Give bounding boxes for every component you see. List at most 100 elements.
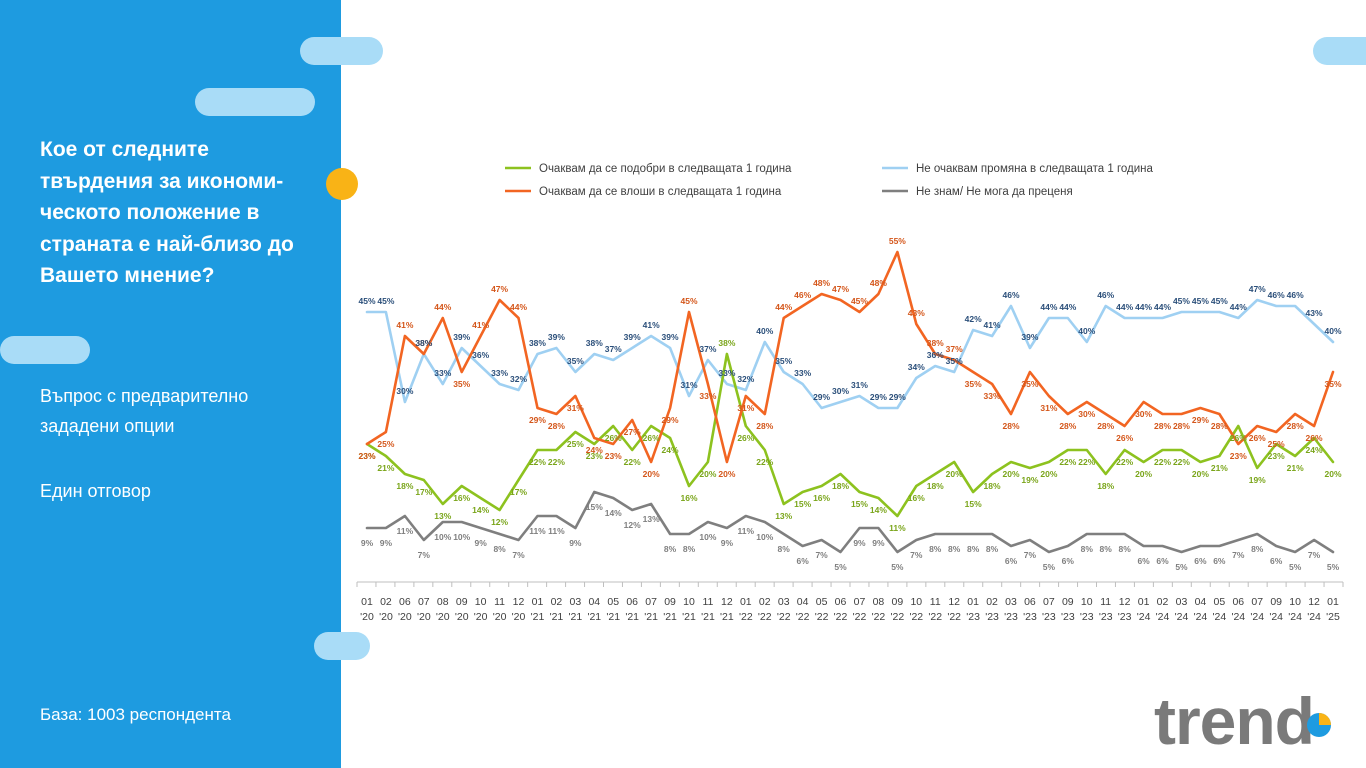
x-tick-label-year: '21 [701,611,715,623]
x-tick-label: 12 [948,596,960,608]
dontknow-value-label: 12% [624,520,641,530]
x-tick-label-year: '21 [531,611,545,623]
x-tick-label: 06 [1024,596,1036,608]
nochange-value-label: 35% [775,356,792,366]
dontknow-value-label: 15% [586,502,603,512]
improve-value-label: 15% [965,499,982,509]
nochange-value-label: 32% [737,374,754,384]
x-tick-label-year: '23 [1042,611,1056,623]
worse-value-label: 23% [605,451,622,461]
dontknow-value-label: 6% [1156,556,1169,566]
nochange-value-label: 45% [358,296,375,306]
worse-value-label: 28% [1173,421,1190,431]
dontknow-value-label: 8% [683,544,696,554]
x-tick-label: 12 [1308,596,1320,608]
worse-value-label: 41% [472,320,489,330]
improve-value-label: 24% [662,445,679,455]
x-tick-label-year: '21 [569,611,583,623]
nochange-value-label: 39% [1021,332,1038,342]
x-tick-label-year: '20 [474,611,488,623]
worse-value-label: 28% [1002,421,1019,431]
x-tick-label-year: '21 [606,611,620,623]
dontknow-value-label: 9% [474,538,487,548]
x-tick-label: 07 [418,596,430,608]
x-tick-label-year: '24 [1137,611,1151,623]
worse-value-label: 48% [870,278,887,288]
x-tick-label-year: '20 [512,611,526,623]
dontknow-value-label: 8% [986,544,999,554]
improve-value-label: 26% [1230,433,1247,443]
x-tick-label-year: '22 [796,611,810,623]
improve-value-label: 26% [737,433,754,443]
nochange-value-label: 45% [1211,296,1228,306]
x-tick-label: 07 [1043,596,1055,608]
dontknow-value-label: 6% [1194,556,1207,566]
worse-value-label: 25% [1268,439,1285,449]
dontknow-value-label: 8% [664,544,677,554]
x-tick-label: 08 [873,596,885,608]
improve-value-label: 22% [529,457,546,467]
nochange-value-label: 42% [965,314,982,324]
worse-value-label: 35% [1021,379,1038,389]
dontknow-value-label: 9% [872,538,885,548]
improve-value-label: 21% [1287,463,1304,473]
x-tick-label-year: '23 [1080,611,1094,623]
dontknow-value-label: 8% [1251,544,1264,554]
dontknow-value-label: 14% [605,508,622,518]
nochange-value-label: 35% [946,356,963,366]
nochange-value-label: 33% [491,368,508,378]
x-tick-label: 09 [664,596,676,608]
nochange-value-label: 29% [813,392,830,402]
x-tick-label-year: '20 [455,611,469,623]
improve-value-label: 14% [870,505,887,515]
worse-value-label: 26% [1249,433,1266,443]
x-tick-label: 03 [1176,596,1188,608]
x-tick-label: 11 [1100,596,1111,608]
x-tick-label-year: '22 [739,611,753,623]
worse-value-label: 55% [889,236,906,246]
worse-value-label: 28% [756,421,773,431]
worse-value-label: 27% [624,427,641,437]
dontknow-value-label: 5% [1175,562,1188,572]
worse-value-label: 28% [1287,421,1304,431]
improve-value-label: 20% [699,469,716,479]
dontknow-value-label: 10% [453,532,470,542]
worse-value-label: 20% [643,469,660,479]
improve-value-label: 25% [567,439,584,449]
series-dontknow-line [365,490,1335,554]
dontknow-value-label: 6% [796,556,809,566]
improve-value-label: 16% [680,493,697,503]
x-tick-label: 05 [607,596,619,608]
worse-value-label: 25% [377,439,394,449]
dontknow-value-label: 9% [569,538,582,548]
worse-value-label: 23% [358,451,375,461]
nochange-value-label: 40% [1078,326,1095,336]
worse-value-label: 29% [662,415,679,425]
improve-value-label: 17% [510,487,527,497]
x-tick-label: 09 [892,596,904,608]
nochange-value-label: 31% [851,380,868,390]
x-tick-label: 02 [1157,596,1169,608]
nochange-value-label: 45% [377,296,394,306]
improve-value-label: 18% [832,481,849,491]
nochange-value-label: 47% [1249,284,1266,294]
dontknow-value-label: 6% [1062,556,1075,566]
worse-value-label: 41% [396,320,413,330]
worse-value-label: 45% [680,296,697,306]
nochange-value-label: 44% [1059,302,1076,312]
decor-pill [300,37,383,65]
x-tick-label-year: '21 [550,611,564,623]
dontknow-value-label: 11% [738,526,755,536]
improve-value-label: 16% [908,493,925,503]
nochange-value-label: 45% [1173,296,1190,306]
x-tick-label: 06 [626,596,638,608]
x-tick-label: 04 [588,596,600,608]
improve-value-label: 20% [946,469,963,479]
dontknow-value-label: 6% [1213,556,1226,566]
x-tick-label: 11 [930,596,941,608]
improve-value-label: 24% [1306,445,1323,455]
improve-value-label: 22% [1059,457,1076,467]
x-tick-label-year: '20 [398,611,412,623]
nochange-value-label: 44% [1230,302,1247,312]
question-title: Кое от следните твърдения за икономи- че… [40,138,294,287]
